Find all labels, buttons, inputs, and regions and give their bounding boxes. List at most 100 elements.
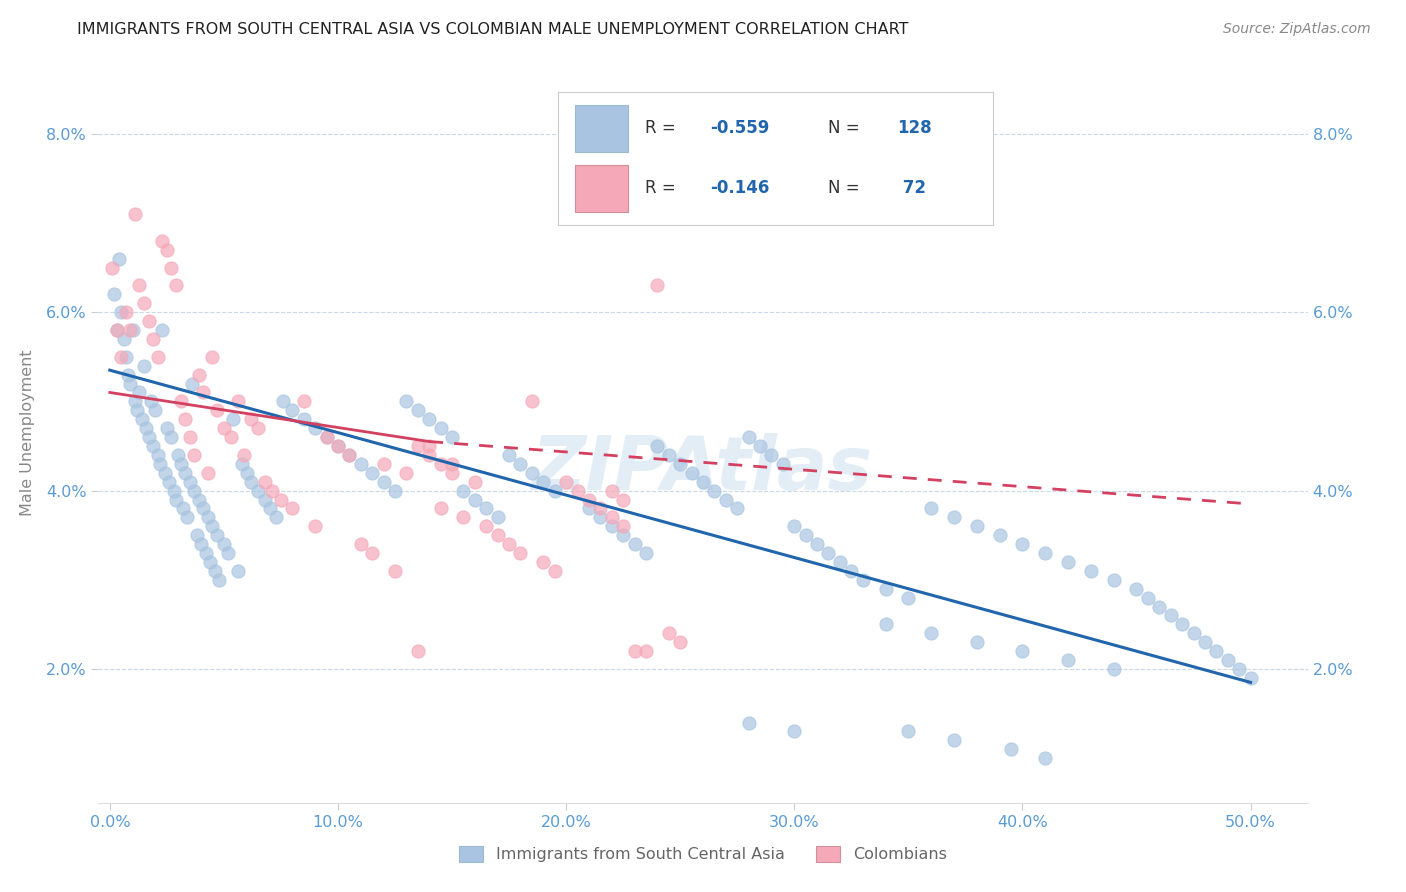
Point — [204, 564, 226, 578]
Point — [737, 430, 759, 444]
Point — [988, 528, 1011, 542]
Point — [475, 501, 498, 516]
Point — [114, 305, 136, 319]
Point — [271, 394, 294, 409]
Point — [475, 519, 498, 533]
Point — [897, 591, 920, 605]
Point — [1205, 644, 1227, 658]
Point — [897, 724, 920, 739]
Point — [794, 528, 817, 542]
Point — [600, 510, 623, 524]
Point — [165, 278, 187, 293]
Point — [253, 492, 276, 507]
Point — [692, 475, 714, 489]
Point — [658, 448, 681, 462]
Point — [201, 519, 224, 533]
Point — [544, 483, 567, 498]
Point — [418, 448, 440, 462]
Point — [138, 314, 160, 328]
Point — [146, 448, 169, 462]
Point — [634, 644, 657, 658]
Point — [149, 457, 172, 471]
Point — [128, 278, 150, 293]
Point — [373, 457, 395, 471]
Point — [153, 466, 176, 480]
Point — [127, 403, 149, 417]
Point — [226, 564, 249, 578]
Point — [190, 537, 212, 551]
Point — [429, 501, 451, 516]
Point — [194, 546, 217, 560]
Point — [165, 492, 187, 507]
Point — [464, 475, 486, 489]
Point — [600, 519, 623, 533]
Point — [108, 252, 131, 266]
Point — [520, 466, 543, 480]
Point — [160, 430, 183, 444]
Point — [259, 501, 281, 516]
Point — [187, 368, 209, 382]
Point — [806, 537, 828, 551]
Point — [1149, 599, 1171, 614]
Point — [110, 350, 132, 364]
Point — [226, 394, 249, 409]
Point — [205, 528, 228, 542]
Point — [623, 644, 645, 658]
Point — [612, 492, 634, 507]
Point — [193, 385, 215, 400]
Point — [453, 510, 475, 524]
Point — [169, 457, 191, 471]
Point — [600, 483, 623, 498]
Point — [101, 260, 124, 275]
Point — [121, 323, 143, 337]
Point — [544, 564, 567, 578]
Point — [828, 555, 851, 569]
Point — [132, 359, 155, 373]
Point — [247, 421, 270, 435]
Point — [138, 430, 160, 444]
Point — [124, 394, 146, 409]
Point — [429, 421, 451, 435]
Point — [486, 528, 509, 542]
Point — [589, 510, 612, 524]
Point — [1160, 608, 1182, 623]
Point — [157, 475, 180, 489]
Point — [486, 510, 509, 524]
Point — [578, 492, 600, 507]
Point — [453, 483, 475, 498]
Point — [942, 733, 965, 747]
Point — [337, 448, 360, 462]
Point — [260, 483, 283, 498]
Point — [875, 617, 897, 632]
Point — [222, 412, 245, 426]
Point — [350, 457, 373, 471]
Point — [231, 457, 253, 471]
Point — [326, 439, 349, 453]
Point — [176, 510, 198, 524]
Point — [114, 350, 136, 364]
Point — [578, 501, 600, 516]
Point — [304, 519, 326, 533]
Point — [146, 350, 169, 364]
Point — [384, 483, 406, 498]
Point — [181, 376, 204, 391]
Point — [1080, 564, 1102, 578]
Point — [429, 457, 451, 471]
Point — [942, 510, 965, 524]
Point — [281, 403, 304, 417]
Point — [337, 448, 360, 462]
Point — [817, 546, 839, 560]
Point — [160, 260, 183, 275]
Point — [406, 439, 429, 453]
Point — [167, 448, 190, 462]
Point — [120, 376, 142, 391]
Point — [1182, 626, 1205, 640]
Point — [1227, 662, 1250, 676]
Point — [253, 475, 276, 489]
Point — [172, 501, 194, 516]
Point — [183, 448, 205, 462]
Point — [395, 394, 418, 409]
Point — [647, 439, 669, 453]
Point — [555, 180, 578, 194]
Point — [703, 483, 725, 498]
